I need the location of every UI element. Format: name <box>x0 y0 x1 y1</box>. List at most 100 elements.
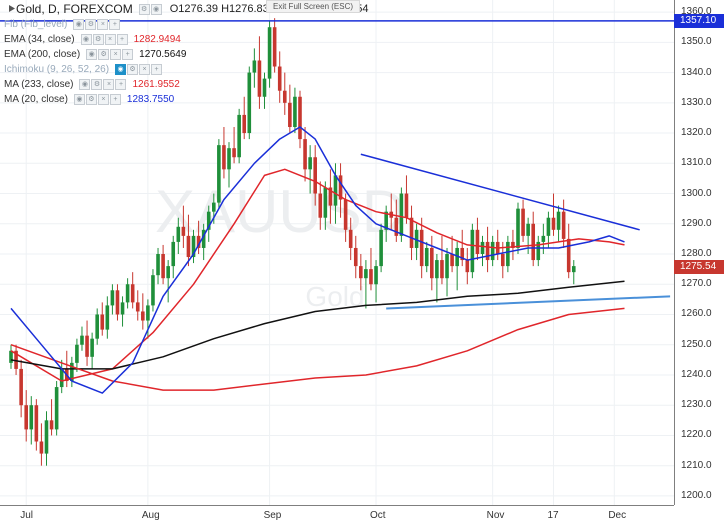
x-tick-label: Dec <box>608 510 627 521</box>
more-icon[interactable]: + <box>116 34 128 45</box>
candle-body <box>516 208 520 248</box>
candle-body <box>212 202 216 212</box>
candle-body <box>9 350 13 363</box>
candle-body <box>161 254 165 279</box>
candle-body <box>39 441 44 454</box>
x-tick-label: Nov <box>486 510 505 521</box>
candle-body <box>424 247 429 267</box>
more-icon[interactable]: + <box>122 49 134 60</box>
candle-body <box>70 362 74 382</box>
y-tick-label: 1280.0 <box>681 248 712 259</box>
settings-icon[interactable]: ⚙ <box>85 94 97 105</box>
hide-icon[interactable]: ◉ <box>150 4 162 15</box>
candle-body <box>333 175 338 206</box>
watermark-symbol: XAUUSD <box>155 178 405 245</box>
eye-icon[interactable]: ◉ <box>73 19 85 30</box>
settings-icon[interactable]: ⚙ <box>138 4 150 15</box>
close-icon[interactable]: × <box>104 34 116 45</box>
candlestick-chart[interactable]: XAUUSD Gold <box>0 0 674 505</box>
indicator-value: 1283.7550 <box>126 94 175 105</box>
settings-icon[interactable]: ⚙ <box>92 34 104 45</box>
candle-body <box>571 266 576 273</box>
candle-body <box>445 254 449 279</box>
exit-fullscreen-button[interactable]: Exit Full Screen (ESC) <box>266 0 361 13</box>
eye-icon[interactable]: ◉ <box>115 64 127 75</box>
eye-icon[interactable]: ◉ <box>80 34 92 45</box>
indicator-controls[interactable]: ◉ ⚙ × + <box>79 79 127 90</box>
candle-body <box>409 217 414 248</box>
candle-body <box>490 241 495 261</box>
x-tick-label: Jul <box>20 510 33 521</box>
close-icon[interactable]: × <box>97 94 109 105</box>
last-price-tag: 1275.54 <box>674 260 724 275</box>
eye-icon[interactable]: ◉ <box>86 49 98 60</box>
candle-body <box>404 193 409 218</box>
indicator-controls[interactable]: ◉ ⚙ × + <box>115 64 163 75</box>
ohlc-open: 1276.39 <box>178 3 219 15</box>
indicator-name: MA (20, close) <box>4 94 68 105</box>
candle-body <box>191 235 196 258</box>
candle-body <box>470 229 475 273</box>
y-tick-label: 1300.0 <box>681 187 712 199</box>
candle-body <box>166 266 170 279</box>
candle-body <box>531 223 536 261</box>
candle-body <box>506 241 510 267</box>
y-tick-label: 1350.0 <box>681 36 712 48</box>
candle-body <box>232 148 236 158</box>
indicator-row: MA (233, close) ◉ ⚙ × +1261.9552 <box>4 77 369 92</box>
eye-icon[interactable]: ◉ <box>73 94 85 105</box>
candle-body <box>282 90 287 103</box>
candle-body <box>19 368 23 406</box>
settings-icon[interactable]: ⚙ <box>98 49 110 60</box>
collapse-icon[interactable] <box>8 4 16 13</box>
candle-body <box>511 241 515 248</box>
close-icon[interactable]: × <box>139 64 151 75</box>
indicator-row: Fib (Fib_level) ◉ ⚙ × + <box>4 17 369 32</box>
candle-body <box>465 260 470 273</box>
indicator-controls[interactable]: ◉ ⚙ × + <box>86 49 134 60</box>
candle-body <box>34 405 39 442</box>
candle-body <box>455 247 459 267</box>
indicator-row: MA (20, close) ◉ ⚙ × +1283.7550 <box>4 92 369 107</box>
more-icon[interactable]: + <box>109 94 121 105</box>
candle-body <box>141 311 145 321</box>
indicator-controls[interactable]: ◉ ⚙ × + <box>80 34 128 45</box>
candle-body <box>252 60 257 73</box>
settings-icon[interactable]: ⚙ <box>127 64 139 75</box>
candle-body <box>227 148 231 170</box>
candle-body <box>125 284 130 303</box>
candle-body <box>237 114 241 158</box>
candle-body <box>521 208 525 236</box>
settings-icon[interactable]: ⚙ <box>91 79 103 90</box>
price-axis[interactable]: 1200.0 1210.0 1220.0 1230.0 1240.0 1250.0 1260… <box>674 0 724 505</box>
candle-body <box>435 260 439 279</box>
more-icon[interactable]: + <box>151 64 163 75</box>
more-icon[interactable]: + <box>109 19 121 30</box>
indicator-value: 1282.9494 <box>133 34 181 45</box>
eye-icon[interactable]: ◉ <box>79 79 91 90</box>
chart-plot-area[interactable]: XAUUSD Gold <box>0 0 674 505</box>
indicator-name: EMA (34, close) <box>4 34 75 45</box>
indicator-controls[interactable]: ◉ ⚙ × + <box>73 94 121 105</box>
close-icon[interactable]: × <box>103 79 115 90</box>
candle-body <box>298 96 302 140</box>
candle-body <box>90 338 94 357</box>
more-icon[interactable]: + <box>115 79 127 90</box>
candle-body <box>262 78 267 97</box>
candle-body <box>186 235 191 258</box>
x-tick-label: Sep <box>263 510 282 521</box>
time-axis[interactable]: Jul Aug Sep Oct Nov 17 Dec <box>0 505 674 525</box>
candle-body <box>500 254 505 267</box>
candle-body <box>308 157 312 170</box>
candle-body <box>222 145 226 170</box>
indicator-controls[interactable]: ◉ ⚙ × + <box>73 19 121 30</box>
settings-icon[interactable]: ⚙ <box>85 19 97 30</box>
candle-body <box>551 217 556 230</box>
candle-body <box>146 305 150 321</box>
close-icon[interactable]: × <box>97 19 109 30</box>
close-icon[interactable]: × <box>110 49 122 60</box>
symbol-controls[interactable]: ⚙ ◉ <box>138 4 162 15</box>
y-tick-label: 1230.0 <box>681 399 712 411</box>
candle-body <box>29 405 34 430</box>
indicator-row: EMA (200, close) ◉ ⚙ × +1270.5649 <box>4 47 369 62</box>
